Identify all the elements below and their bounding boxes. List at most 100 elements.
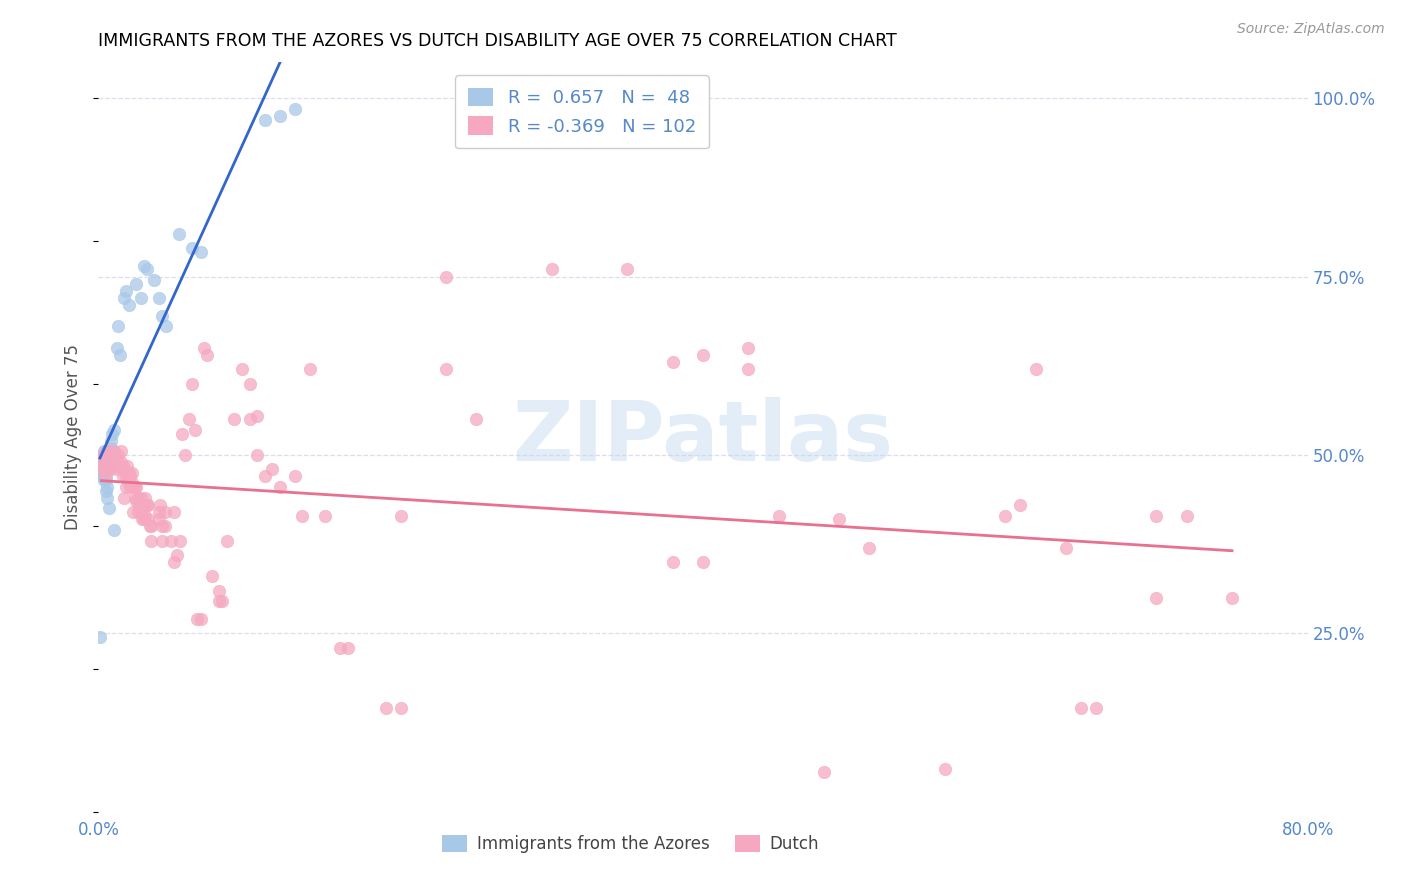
Point [1010, 498, 1032, 512]
Point [291, 508, 314, 523]
Point [211, 594, 233, 608]
Point [129, 491, 152, 505]
Point [173, 448, 195, 462]
Point [186, 612, 208, 626]
Point [124, 480, 146, 494]
Point [110, 455, 132, 469]
Point [1085, 701, 1108, 715]
Point [129, 291, 152, 305]
Point [139, 519, 162, 533]
Point [90, 462, 112, 476]
Text: IMMIGRANTS FROM THE AZORES VS DUTCH DISABILITY AGE OVER 75 CORRELATION CHART: IMMIGRANTS FROM THE AZORES VS DUTCH DISA… [98, 32, 897, 50]
Point [90, 469, 112, 483]
Point [128, 498, 150, 512]
Point [253, 112, 276, 127]
Point [129, 505, 152, 519]
Point [125, 480, 148, 494]
Point [858, 541, 880, 555]
Point [93, 444, 115, 458]
Point [1175, 508, 1198, 523]
Point [122, 505, 145, 519]
Point [1054, 541, 1077, 555]
Point [107, 319, 129, 334]
Point [389, 701, 412, 715]
Point [208, 583, 231, 598]
Point [94, 455, 117, 469]
Point [994, 508, 1017, 523]
Point [112, 462, 135, 476]
Point [768, 508, 790, 523]
Point [135, 262, 157, 277]
Point [96, 458, 118, 473]
Point [135, 498, 157, 512]
Point [94, 473, 117, 487]
Point [239, 412, 262, 426]
Point [136, 498, 159, 512]
Point [101, 458, 124, 473]
Point [101, 448, 124, 462]
Point [94, 483, 117, 498]
Point [148, 291, 170, 305]
Point [112, 491, 135, 505]
Point [224, 412, 246, 426]
Point [134, 508, 156, 523]
Point [150, 309, 173, 323]
Point [434, 362, 457, 376]
Point [737, 362, 759, 376]
Point [101, 426, 124, 441]
Point [661, 355, 683, 369]
Point [105, 462, 128, 476]
Point [118, 298, 141, 312]
Point [114, 284, 136, 298]
Point [190, 612, 212, 626]
Point [132, 498, 155, 512]
Point [111, 469, 134, 483]
Point [181, 376, 204, 391]
Point [98, 455, 121, 469]
Point [90, 458, 112, 473]
Point [100, 441, 122, 455]
Point [96, 480, 118, 494]
Point [94, 444, 117, 458]
Point [93, 473, 115, 487]
Point [96, 451, 118, 466]
Point [121, 466, 143, 480]
Point [179, 412, 201, 426]
Point [141, 519, 163, 533]
Point [692, 348, 714, 362]
Point [150, 519, 173, 533]
Point [125, 277, 148, 291]
Point [96, 451, 118, 466]
Point [253, 469, 276, 483]
Point [91, 469, 114, 483]
Point [100, 434, 122, 448]
Point [813, 765, 835, 780]
Point [336, 640, 359, 655]
Point [153, 505, 176, 519]
Point [155, 319, 177, 334]
Point [465, 412, 488, 426]
Point [374, 701, 396, 715]
Point [100, 451, 122, 466]
Point [737, 341, 759, 355]
Point [246, 409, 269, 423]
Text: Source: ZipAtlas.com: Source: ZipAtlas.com [1237, 22, 1385, 37]
Point [389, 508, 412, 523]
Point [103, 423, 125, 437]
Point [314, 508, 336, 523]
Point [105, 451, 128, 466]
Point [141, 533, 163, 548]
Point [107, 458, 129, 473]
Point [100, 462, 122, 476]
Point [1144, 591, 1167, 605]
Point [134, 491, 156, 505]
Point [91, 458, 114, 473]
Point [94, 469, 117, 483]
Point [661, 555, 683, 569]
Point [122, 480, 145, 494]
Point [91, 448, 114, 462]
Point [108, 348, 131, 362]
Point [1024, 362, 1046, 376]
Point [121, 476, 143, 491]
Point [540, 262, 562, 277]
